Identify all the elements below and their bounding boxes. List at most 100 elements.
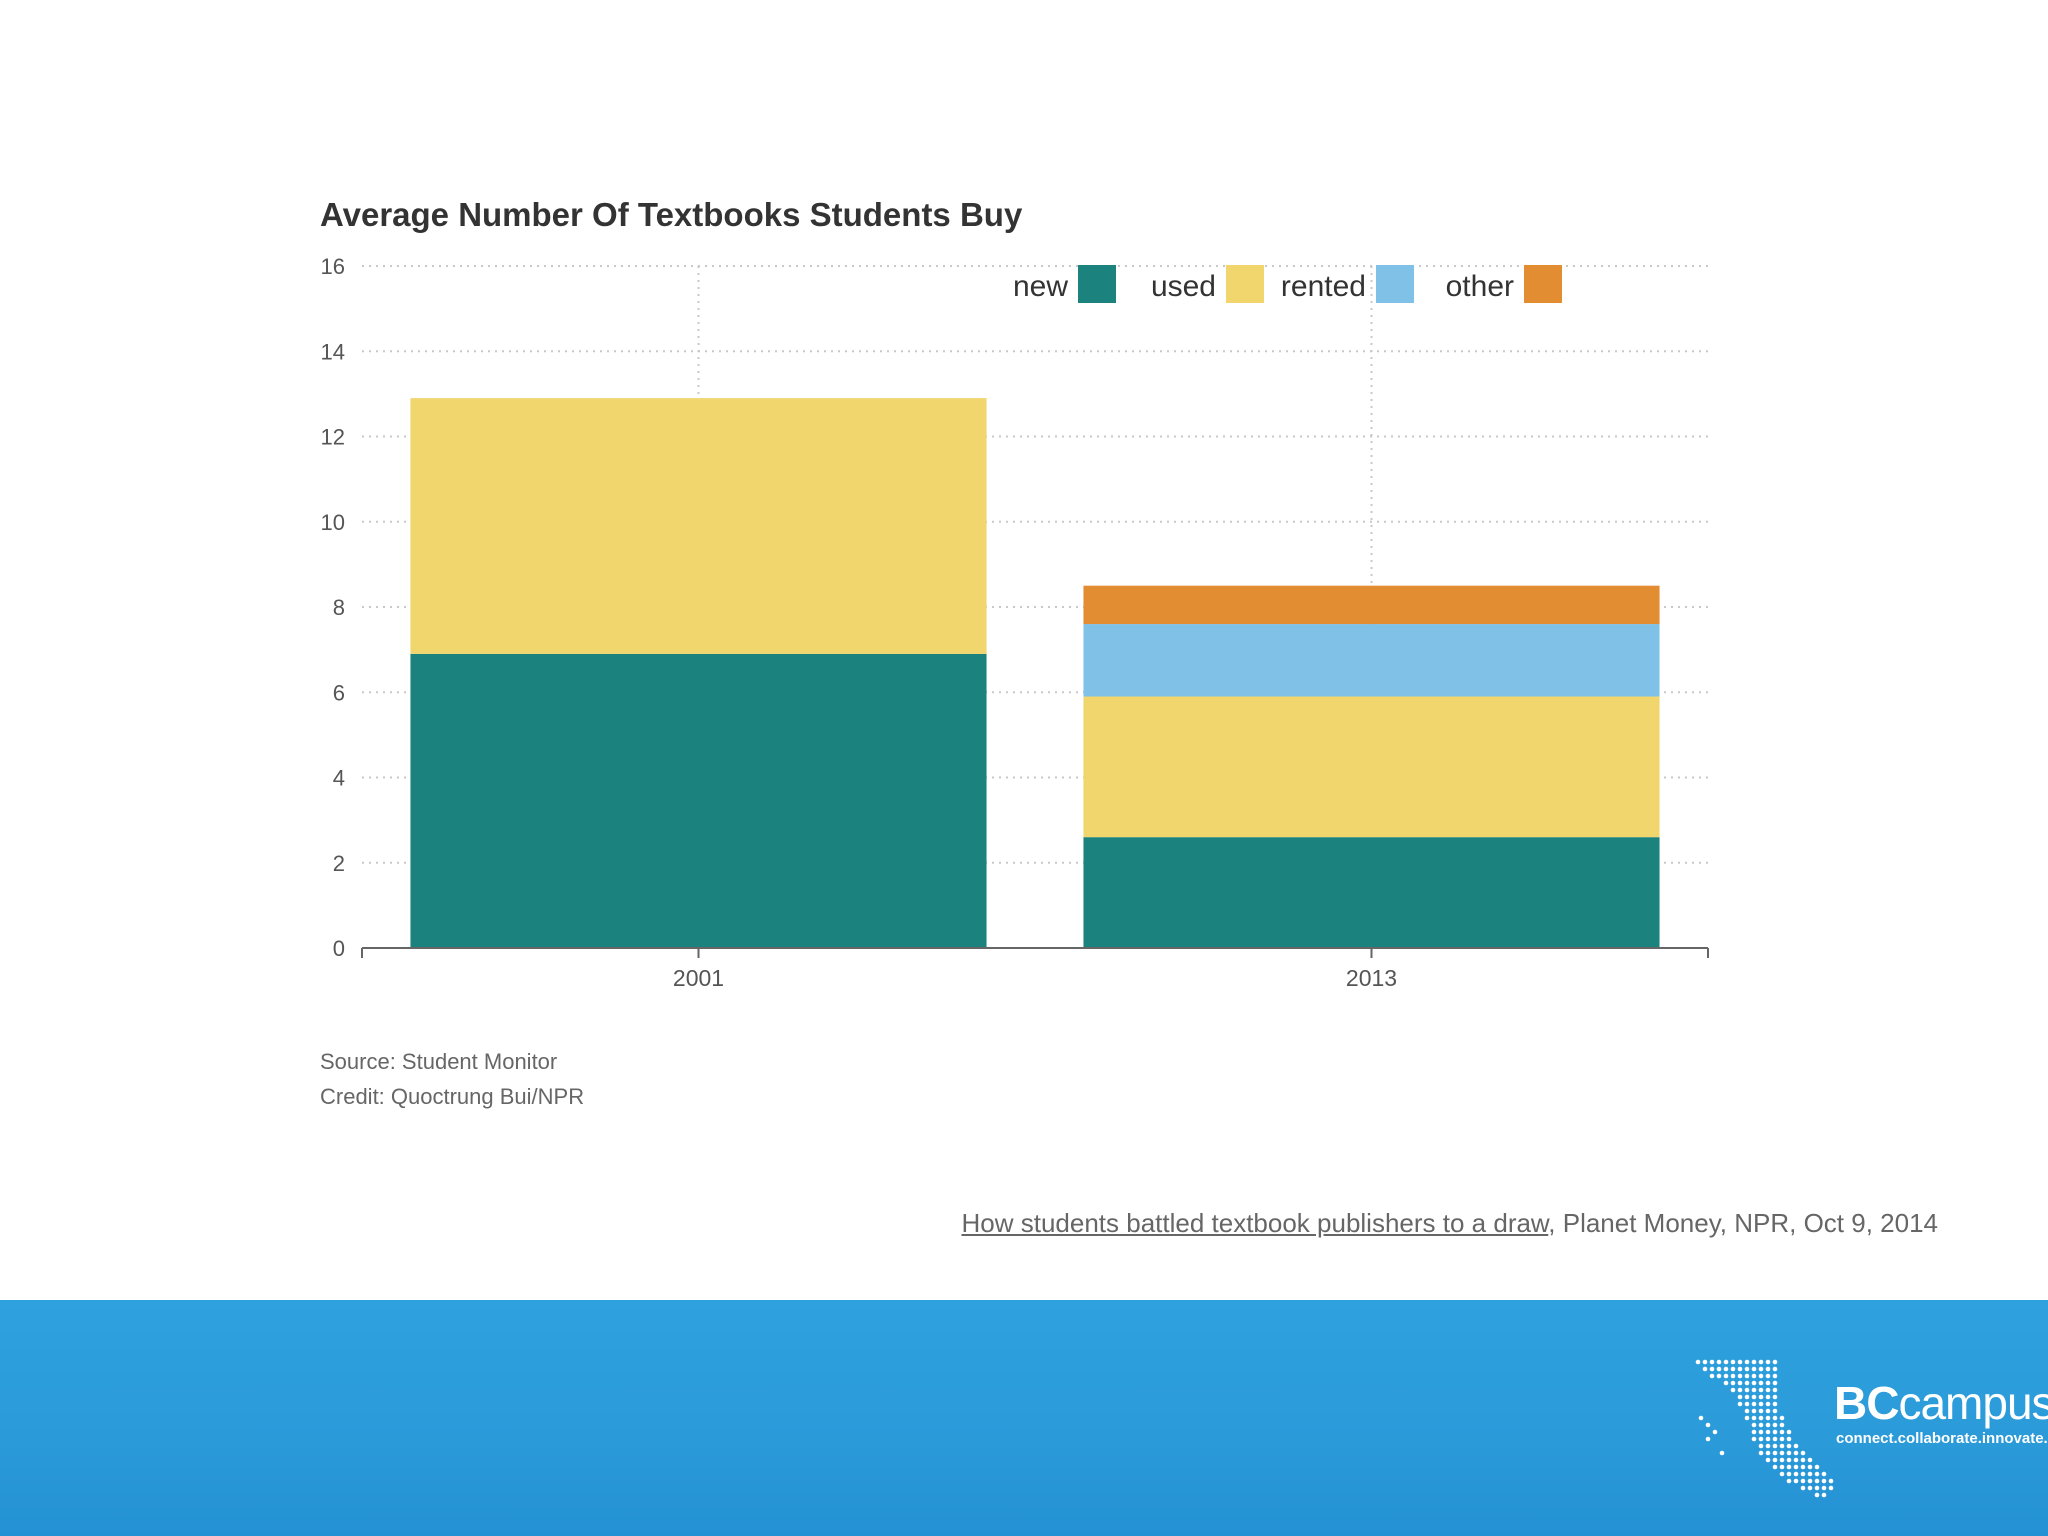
y-tick-label: 8 [333,595,345,620]
logo-dot [1772,1429,1778,1435]
legend-label-other: other [1446,270,1514,303]
logo-dot [1786,1478,1792,1484]
logo-dot [1758,1429,1764,1435]
logo-dot [1758,1408,1764,1414]
logo-dot [1793,1464,1799,1470]
logo-dot [1737,1401,1743,1407]
bar-segment-used-2001[interactable] [410,398,987,654]
brand-name: BCcampus [1834,1377,2048,1429]
logo-dot [1772,1464,1778,1470]
logo-dot [1807,1457,1813,1463]
logo-dot [1751,1380,1757,1386]
logo-dot [1744,1408,1750,1414]
legend-swatch-used [1226,265,1264,303]
logo-dot [1744,1394,1750,1400]
logo-dot [1737,1380,1743,1386]
logo-dot [1786,1464,1792,1470]
logo-dot [1772,1387,1778,1393]
bar-segment-rented-2013[interactable] [1083,624,1660,697]
logo-dot [1821,1492,1827,1498]
footer-band [0,1300,2048,1536]
logo-dot [1730,1366,1736,1372]
logo-dot [1814,1492,1820,1498]
bar-segment-used-2013[interactable] [1083,696,1660,838]
logo-dot [1786,1429,1792,1435]
logo-dot [1772,1373,1778,1379]
logo-dot [1765,1457,1771,1463]
legend-label-used: used [1151,270,1216,303]
logo-dot [1765,1408,1771,1414]
legend-swatch-rented [1376,265,1414,303]
logo-dot [1821,1485,1827,1491]
logo-dot [1828,1478,1834,1484]
logo-dot [1744,1387,1750,1393]
bar-segment-new-2013[interactable] [1083,837,1660,948]
bc-map-dots-icon [1695,1359,1834,1498]
logo-dot [1828,1485,1834,1491]
logo-dot [1751,1415,1757,1421]
logo-dot [1772,1380,1778,1386]
logo-dot [1772,1422,1778,1428]
legend: new used rented other [1013,265,1562,303]
logo-dot [1709,1366,1715,1372]
logo-dot [1814,1471,1820,1477]
logo-dot [1765,1373,1771,1379]
logo-dot [1737,1387,1743,1393]
logo-dot [1744,1380,1750,1386]
logo-dot [1772,1457,1778,1463]
logo-dot [1705,1436,1711,1442]
logo-dot [1765,1415,1771,1421]
logo-dot [1772,1443,1778,1449]
logo-dot [1744,1415,1750,1421]
logo-dot [1800,1485,1806,1491]
logo-dot [1758,1436,1764,1442]
logo-dot [1772,1415,1778,1421]
logo-dot [1772,1401,1778,1407]
logo-dot [1765,1443,1771,1449]
logo-dot [1772,1450,1778,1456]
legend-label-rented: rented [1281,270,1366,303]
logo-dot [1744,1359,1750,1365]
logo-dot [1765,1450,1771,1456]
logo-dot [1807,1471,1813,1477]
logo-dot [1751,1366,1757,1372]
bccampus-logo: BCcampus connect.collaborate.innovate. [1692,1358,2048,1498]
logo-dot [1751,1394,1757,1400]
article-link[interactable]: How students battled textbook publishers… [961,1208,1549,1238]
logo-dot [1737,1373,1743,1379]
logo-dot [1730,1387,1736,1393]
bars [410,398,1660,948]
logo-dot [1800,1471,1806,1477]
logo-dot [1758,1422,1764,1428]
logo-dot [1758,1450,1764,1456]
logo-dot [1751,1408,1757,1414]
logo-dot [1709,1359,1715,1365]
logo-dot [1772,1359,1778,1365]
logo-dot [1800,1478,1806,1484]
y-tick-label: 2 [333,851,345,876]
logo-dot [1779,1443,1785,1449]
bar-segment-new-2001[interactable] [410,653,987,948]
logo-dot [1821,1471,1827,1477]
logo-dot [1793,1443,1799,1449]
logo-dot [1772,1394,1778,1400]
logo-dot [1807,1478,1813,1484]
y-tick-label: 4 [333,766,345,791]
x-tick-label: 2001 [673,965,724,991]
logo-dot [1702,1366,1708,1372]
logo-dot [1730,1380,1736,1386]
logo-dot [1779,1457,1785,1463]
bar-segment-other-2013[interactable] [1083,585,1660,625]
logo-dot [1765,1359,1771,1365]
logo-dot [1786,1457,1792,1463]
logo-dot [1800,1450,1806,1456]
logo-dot [1772,1366,1778,1372]
logo-dot [1765,1366,1771,1372]
logo-dot [1758,1366,1764,1372]
logo-dot [1800,1464,1806,1470]
logo-dot [1786,1436,1792,1442]
credit-note: Credit: Quoctrung Bui/NPR [320,1084,585,1109]
logo-dot [1698,1415,1704,1421]
logo-dot [1821,1478,1827,1484]
logo-dot [1779,1415,1785,1421]
